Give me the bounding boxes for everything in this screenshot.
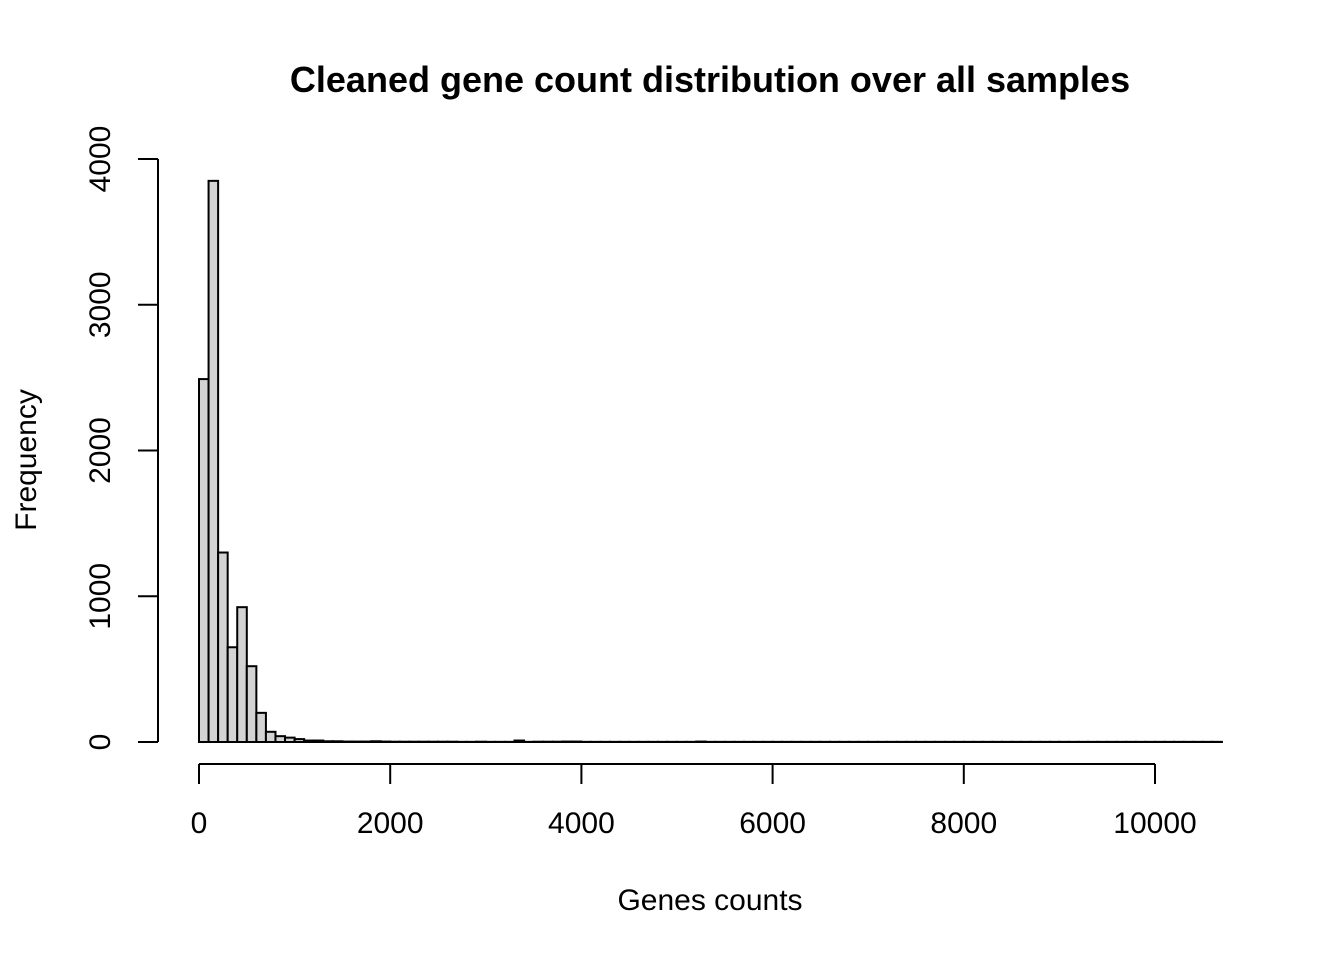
histogram-bar [513,739,526,743]
x-tick-label: 4000 [548,807,615,840]
y-tick-label: 2000 [84,417,117,484]
y-axis: 0 1000 2000 3000 4000 [84,126,159,751]
histogram-bar [236,606,248,743]
histogram-bar [322,740,334,744]
y-tick-label: 4000 [84,126,117,193]
histogram-bar [284,736,296,744]
x-tick-label: 2000 [357,807,424,840]
histogram-bar [226,646,239,744]
histogram-bar [274,735,287,743]
x-axis-label: Genes counts [617,884,802,917]
y-tick-label: 1000 [84,563,117,630]
histogram-bar [217,551,229,744]
x-tick-label: 8000 [930,807,997,840]
y-tick-label: 3000 [84,271,117,338]
histogram-bars [198,179,1223,744]
histogram-bar [303,739,315,743]
histogram-bar [331,740,344,744]
y-axis-label: Frequency [10,389,43,531]
histogram-bar [264,730,277,743]
x-tick-label: 0 [191,807,208,840]
x-tick-label: 6000 [739,807,806,840]
histogram-bar [370,740,382,744]
x-axis: 0 2000 4000 6000 8000 10000 [191,763,1197,840]
histogram-bar [207,179,220,744]
histogram-bar [255,711,267,743]
y-tick-label: 0 [84,734,117,751]
histogram-bar [293,738,306,744]
histogram-bar [198,378,210,743]
histogram-bar [312,739,325,743]
histogram-bar [245,665,258,744]
x-tick-label: 10000 [1113,807,1196,840]
chart-title: Cleaned gene count distribution over all… [290,59,1130,100]
